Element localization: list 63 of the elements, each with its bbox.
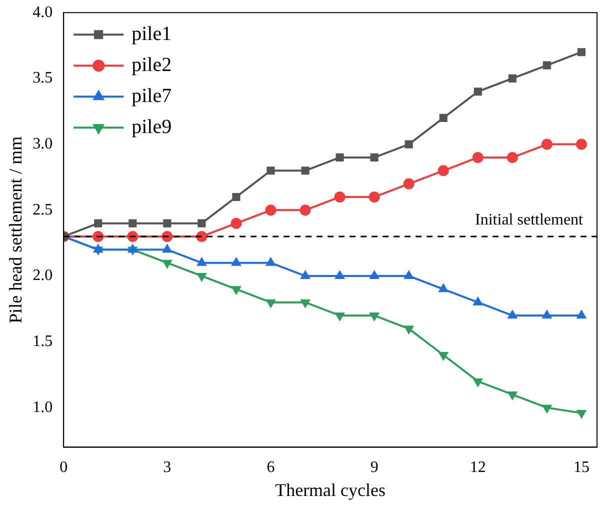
point [542,404,552,414]
point [438,165,449,176]
point [334,191,346,202]
point [439,114,448,122]
point [231,286,242,295]
y-tick-label: 3.5 [32,70,53,87]
ref-line-label: Initial settlement [475,212,584,229]
legend-label: pile9 [132,116,172,138]
point [128,219,137,228]
x-axis-title: Thermal cycles [275,480,386,500]
point [232,192,240,202]
point [336,153,344,162]
point [300,299,310,308]
point [334,312,345,322]
y-tick-label: 2.0 [32,267,53,284]
y-axis-title: Pile head settlement / mm [6,136,26,324]
point [94,219,102,228]
y-tick-label: 3.0 [32,136,53,152]
y-tick-label: 2.5 [32,201,53,218]
x-tick-label: 12 [470,459,486,476]
y-tick-label: 4.0 [32,4,53,21]
point [473,378,483,387]
point [508,74,516,82]
legend-label: pile2 [132,54,172,76]
y-tick-label: 1.0 [32,398,53,416]
point [266,299,276,308]
point [369,312,380,322]
point [404,326,414,334]
point [163,219,172,228]
point [162,260,172,268]
point [266,166,275,175]
point [370,153,378,162]
legend-label: pile7 [132,84,172,107]
point [368,191,380,202]
point [128,244,138,253]
point [508,392,518,400]
x-tick-label: 9 [370,459,378,476]
point [542,61,551,70]
point [265,204,276,216]
point [404,140,413,148]
point [576,410,586,418]
x-tick-label: 3 [163,459,172,476]
point [93,244,103,253]
point [577,48,586,56]
point [196,230,208,242]
point [300,204,311,216]
point [541,138,552,150]
y-tick-label: 1.5 [32,333,53,350]
point [506,152,518,163]
point [403,178,414,190]
point [301,166,310,175]
legend-label: pile1 [132,22,172,45]
point [162,244,172,253]
point [196,272,207,282]
point [472,152,484,163]
x-tick-label: 6 [266,459,275,476]
x-tick-label: 15 [573,459,590,476]
point [198,219,206,228]
point [438,352,448,361]
point [576,138,587,150]
x-tick-label: 0 [60,459,68,476]
point [474,88,482,96]
point [230,218,242,229]
